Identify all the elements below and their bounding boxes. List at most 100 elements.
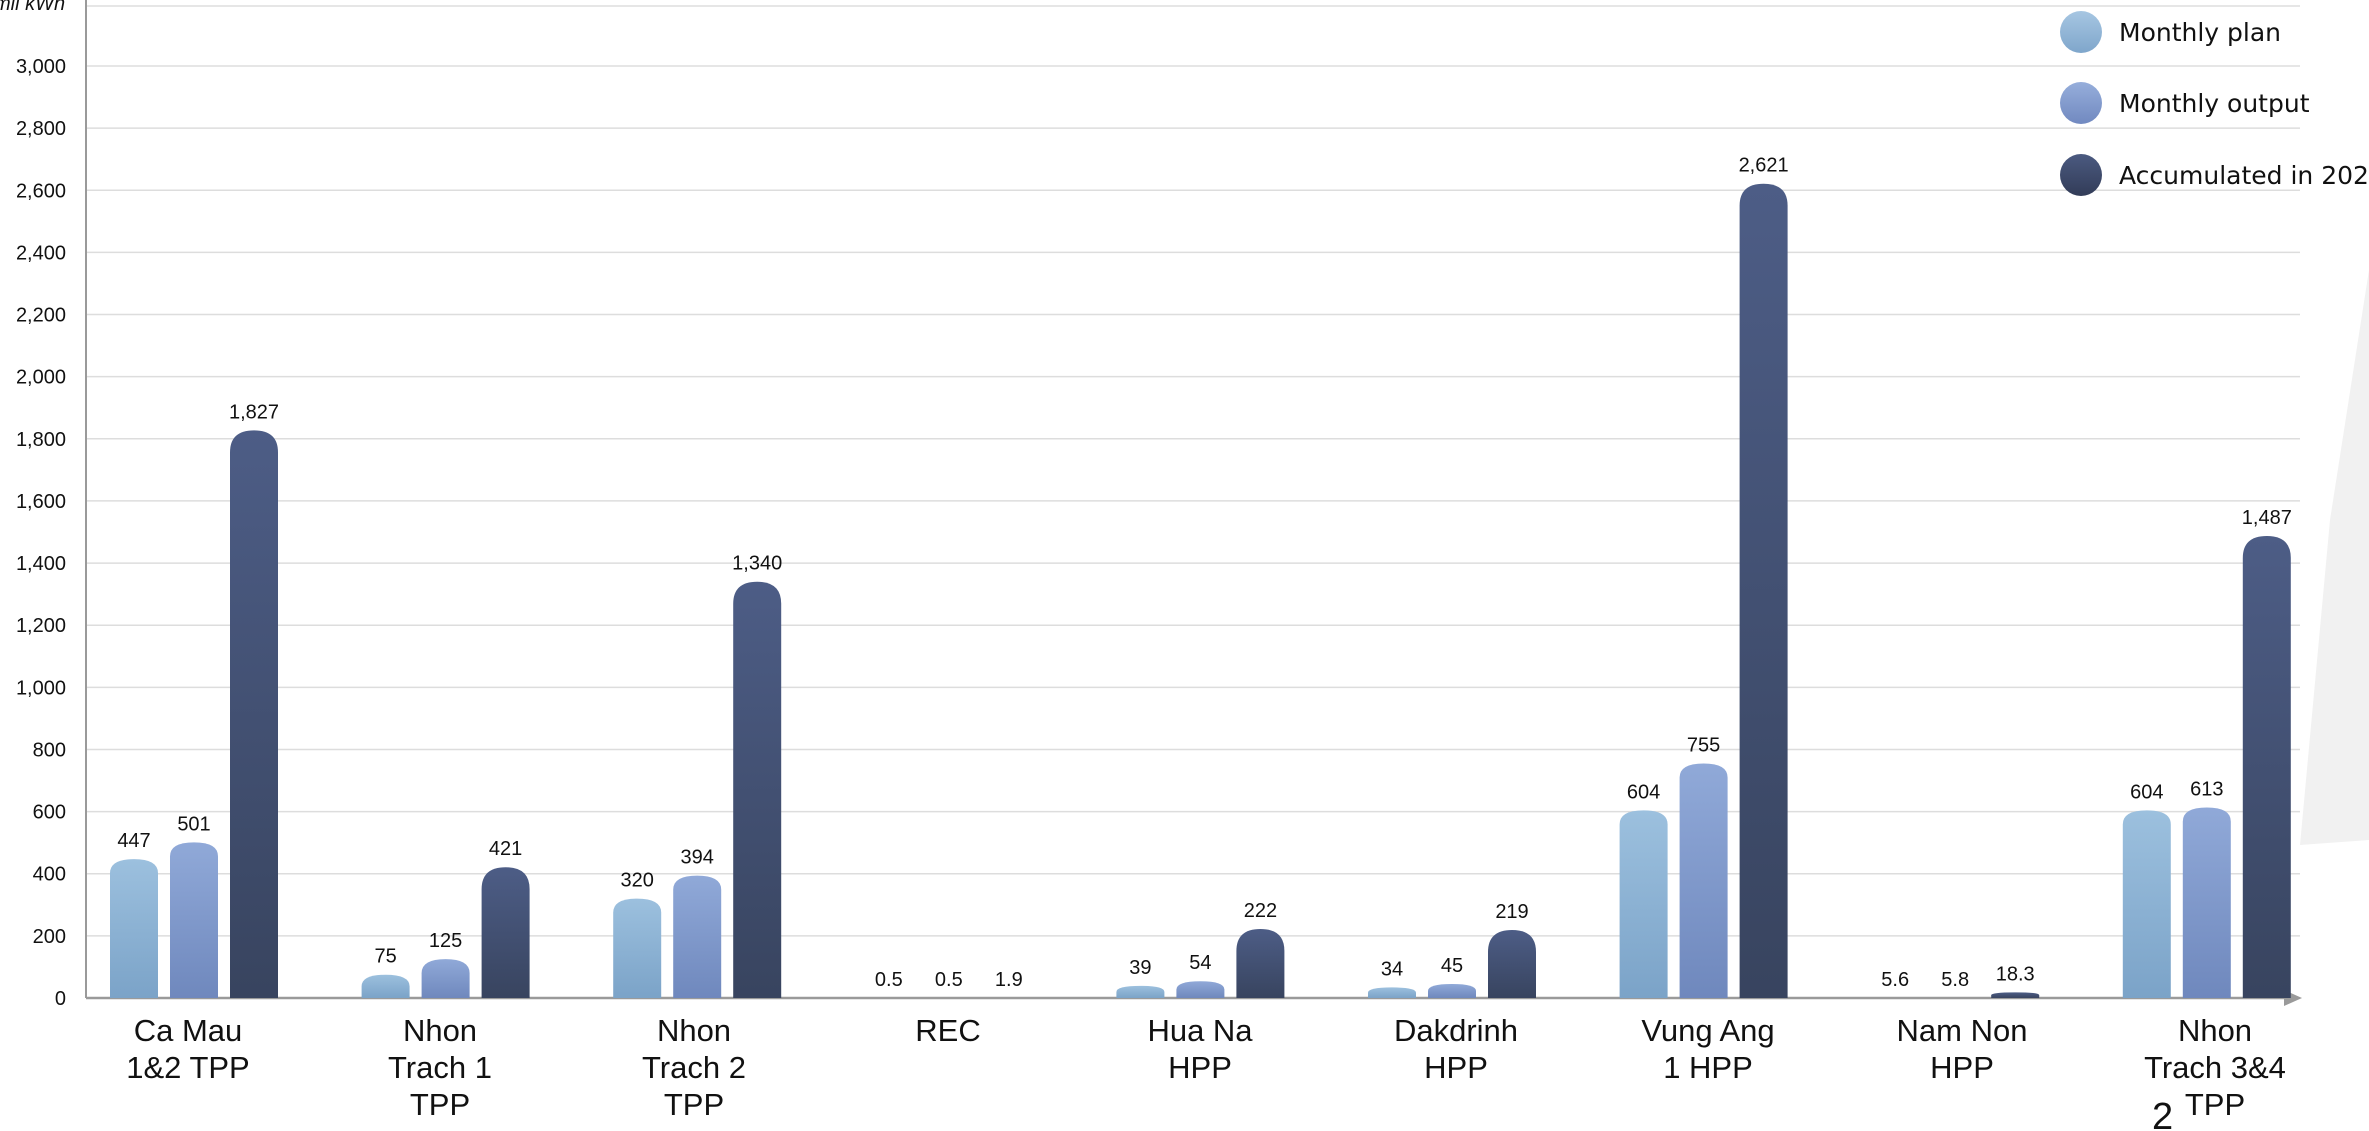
- bar: [2242, 536, 2291, 998]
- category-label: Trach 1: [388, 1050, 492, 1085]
- bar: [2122, 810, 2171, 998]
- data-label: 39: [1129, 957, 1151, 979]
- bar: [613, 898, 662, 998]
- legend-swatch: [2060, 11, 2102, 53]
- category-label: Trach 3&4: [2144, 1050, 2286, 1085]
- data-label: 75: [374, 946, 396, 968]
- data-label: 222: [1244, 900, 1277, 922]
- category-label: Nam Non: [1897, 1013, 2028, 1048]
- data-label: 1,827: [229, 401, 279, 423]
- data-label: 219: [1495, 901, 1528, 923]
- bar: [1236, 929, 1285, 998]
- y-tick-label: 2,800: [16, 118, 66, 140]
- category-label: Trach 2: [642, 1050, 746, 1085]
- category-label: HPP: [1168, 1050, 1232, 1085]
- y-tick-label: 2,000: [16, 367, 66, 389]
- y-tick-label: 0: [55, 988, 66, 1010]
- data-label: 421: [489, 838, 522, 860]
- gridlines: [86, 5, 2369, 937]
- category-label: TPP: [2185, 1087, 2245, 1122]
- y-tick-label: 2,200: [16, 305, 66, 327]
- category-label: Nhon: [657, 1013, 731, 1048]
- legend-label: Monthly output: [2119, 89, 2310, 118]
- data-label: 755: [1687, 734, 1720, 756]
- category-label: 1&2 TPP: [126, 1050, 250, 1085]
- category-label: 1 HPP: [1663, 1050, 1753, 1085]
- bar: [1488, 929, 1536, 998]
- category-label: Dakdrinh: [1394, 1013, 1518, 1048]
- data-label: 54: [1189, 952, 1211, 974]
- y-tick-label: 3,000: [16, 56, 66, 78]
- legend-swatch: [2060, 82, 2102, 124]
- category-label: REC: [915, 1013, 980, 1048]
- decorative-shape: [2300, 270, 2369, 845]
- data-label: 0.5: [935, 969, 963, 991]
- y-tick-label: 1,000: [16, 677, 66, 699]
- bar: [1428, 984, 1476, 998]
- bar: [673, 875, 722, 998]
- data-label: 613: [2190, 779, 2223, 801]
- data-label: 604: [1627, 781, 1660, 803]
- data-label: 45: [1441, 955, 1463, 977]
- data-label: 320: [621, 870, 654, 892]
- axes: 0 200 400 600 800 1,000 1,200 1,400 1,600 1,800 2,…: [0, 0, 2302, 1010]
- data-label: 2,621: [1739, 155, 1789, 177]
- bar: [1739, 183, 1788, 998]
- data-label: 1.9: [995, 969, 1023, 991]
- legend-label: Accumulated in 2026: [2119, 161, 2369, 190]
- data-label: 604: [2130, 781, 2163, 803]
- category-label: Nhon: [2178, 1013, 2252, 1048]
- category-label: Hua Na: [1147, 1013, 1253, 1048]
- bar: [733, 581, 782, 998]
- y-tick-label: 1,200: [16, 615, 66, 637]
- data-label: 501: [177, 813, 210, 835]
- data-label: 5.8: [1941, 969, 1969, 991]
- bar: [1619, 810, 1668, 998]
- data-label: 18.3: [1996, 963, 2035, 985]
- data-label: 447: [117, 830, 150, 852]
- data-label: 5.6: [1881, 969, 1909, 991]
- legend: Monthly plan Monthly output Accumulated in…: [2060, 11, 2369, 196]
- y-tick-label: 1,600: [16, 491, 66, 513]
- bar: [1679, 763, 1728, 998]
- y-tick-label: 800: [33, 739, 66, 761]
- y-tick-label: 1,800: [16, 429, 66, 451]
- legend-label: Monthly plan: [2119, 18, 2281, 47]
- bars: [110, 183, 2291, 998]
- page-number: 2: [2152, 1096, 2173, 1131]
- y-tick-label: 600: [33, 802, 66, 824]
- data-label: 34: [1381, 958, 1403, 980]
- category-label: HPP: [1930, 1050, 1994, 1085]
- bar: [1116, 985, 1165, 998]
- category-label: Nhon: [403, 1013, 477, 1048]
- category-label: TPP: [664, 1087, 724, 1122]
- data-label: 1,487: [2242, 507, 2292, 529]
- bar: [481, 867, 530, 998]
- y-unit-label: mil kWh: [0, 0, 65, 15]
- legend-swatch: [2060, 154, 2102, 196]
- bar: [1368, 987, 1416, 998]
- bar: [1176, 981, 1225, 998]
- category-label: Vung Ang: [1641, 1013, 1774, 1048]
- y-tick-label: 400: [33, 864, 66, 886]
- category-label: Ca Mau: [134, 1013, 243, 1048]
- data-labels: 447 75 320 0.5 39 34 604 5.6 604 501 125 394 0.5 54 45…: [117, 155, 2292, 991]
- bar: [421, 959, 470, 998]
- data-label: 1,340: [732, 553, 782, 575]
- bar: [361, 974, 410, 998]
- bar: [1991, 992, 2040, 998]
- bar: [110, 859, 158, 998]
- y-tick-label: 2,600: [16, 180, 66, 202]
- bar: [2182, 807, 2231, 998]
- y-tick-label: 2,400: [16, 242, 66, 264]
- category-label: TPP: [410, 1087, 470, 1122]
- data-label: 0.5: [875, 969, 903, 991]
- bar: [230, 430, 278, 998]
- data-label: 125: [429, 930, 462, 952]
- bar: [170, 842, 218, 998]
- category-label: HPP: [1424, 1050, 1488, 1085]
- data-label: 394: [681, 847, 714, 869]
- y-tick-label: 1,400: [16, 553, 66, 575]
